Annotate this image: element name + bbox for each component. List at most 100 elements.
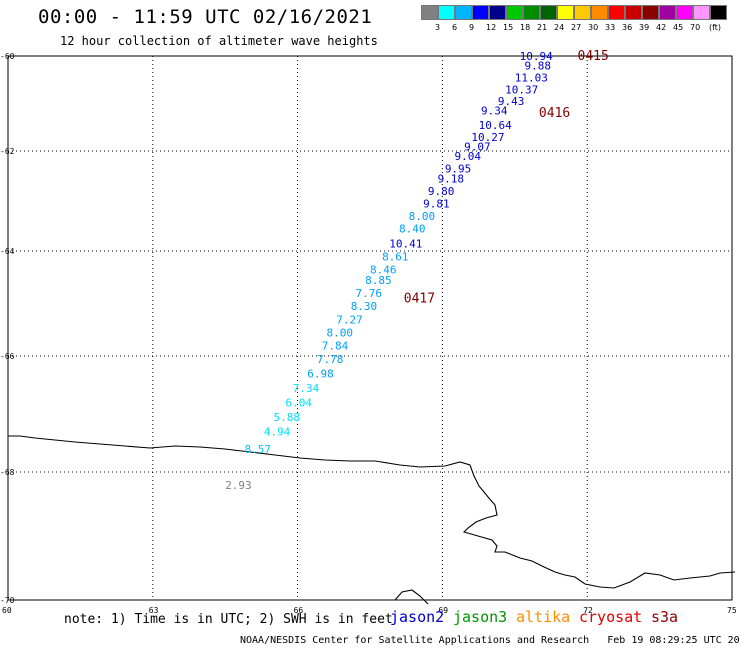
wave-height-value: 10.94 bbox=[520, 50, 553, 63]
wave-height-value: 8.46 bbox=[370, 263, 397, 276]
legend-swatch bbox=[591, 5, 608, 20]
wave-height-value: 8.40 bbox=[399, 223, 426, 236]
lon-label: 66 bbox=[294, 606, 304, 615]
time-labels: 0415 0416 0417 bbox=[404, 49, 609, 306]
wave-height-value: 7.76 bbox=[356, 287, 383, 300]
lon-label: 72 bbox=[583, 606, 593, 615]
legend-swatch bbox=[625, 5, 642, 20]
coastline bbox=[8, 435, 736, 589]
legend-swatch bbox=[608, 5, 625, 20]
legend-swatch bbox=[506, 5, 523, 20]
satellite-label: jason3 bbox=[453, 608, 508, 626]
legend-swatch bbox=[455, 5, 472, 20]
lat-label: -70 bbox=[0, 596, 15, 605]
legend-swatch bbox=[523, 5, 540, 20]
legend-label: 42 bbox=[656, 23, 667, 32]
wave-height-value: 7.84 bbox=[322, 340, 349, 353]
wave-height-value: 9.95 bbox=[445, 163, 472, 176]
legend-swatch bbox=[421, 5, 438, 20]
legend-label: 33 bbox=[605, 23, 616, 32]
wave-height-value: 10.27 bbox=[471, 131, 504, 144]
wave-height-value: 10.37 bbox=[505, 83, 538, 96]
wave-height-value: 9.43 bbox=[498, 95, 525, 108]
lat-label: -66 bbox=[0, 352, 15, 361]
wave-height-value: 6.04 bbox=[286, 396, 313, 409]
legend-label: 21 bbox=[537, 23, 548, 32]
legend-label: 39 bbox=[639, 23, 650, 32]
legend-label: 9 bbox=[469, 23, 475, 32]
legend-swatch bbox=[489, 5, 506, 20]
satellite-label: jason2 bbox=[390, 608, 445, 626]
legend-unit: (ft) bbox=[709, 23, 722, 32]
wave-height-value: 8.30 bbox=[351, 300, 378, 313]
wave-height-value: 8.61 bbox=[382, 250, 409, 263]
lat-label: -62 bbox=[0, 147, 15, 156]
wave-height-value: 9.04 bbox=[454, 150, 481, 163]
legend-swatch bbox=[438, 5, 455, 20]
wave-height-value: 9.07 bbox=[464, 140, 491, 153]
lon-label: 75 bbox=[727, 606, 737, 615]
map-frame bbox=[7, 55, 733, 601]
legend-label: 45 bbox=[673, 23, 684, 32]
wave-height-value: 5.88 bbox=[273, 411, 300, 424]
lat-label: -64 bbox=[0, 247, 15, 256]
legend-label: 15 bbox=[503, 23, 514, 32]
legend-swatch bbox=[557, 5, 574, 20]
legend-swatch bbox=[574, 5, 591, 20]
legend-swatch bbox=[676, 5, 693, 20]
wave-height-value: 10.64 bbox=[479, 119, 512, 132]
legend-swatch bbox=[693, 5, 710, 20]
legend-label: 27 bbox=[571, 23, 582, 32]
legend-label: 36 bbox=[622, 23, 633, 32]
satellite-label: s3a bbox=[651, 608, 679, 626]
map-grid bbox=[7, 55, 733, 601]
credit-text: NOAA/NESDIS Center for Satellite Applica… bbox=[240, 635, 740, 646]
legend-swatch bbox=[710, 5, 727, 20]
wave-height-value: 8.00 bbox=[327, 326, 354, 339]
wave-height-value: 9.34 bbox=[481, 105, 508, 118]
wave-height-value: 9.81 bbox=[423, 198, 450, 211]
map-subtitle: 12 hour collection of altimeter wave hei… bbox=[60, 34, 378, 48]
satellite-label: cryosat bbox=[579, 608, 643, 626]
lat-label: -68 bbox=[0, 468, 15, 477]
lon-label: 69 bbox=[438, 606, 448, 615]
legend-label: 6 bbox=[452, 23, 458, 32]
legend-label: 24 bbox=[554, 23, 565, 32]
wave-height-value: 8.57 bbox=[245, 443, 271, 456]
satellite-label: altika bbox=[516, 608, 571, 626]
wave-height-value: 2.93 bbox=[225, 479, 252, 492]
lon-label: 63 bbox=[149, 606, 159, 615]
wave-height-value: 7.78 bbox=[317, 353, 344, 366]
legend-swatch bbox=[659, 5, 676, 20]
legend-label: 70 bbox=[690, 23, 701, 32]
legend-swatch bbox=[540, 5, 557, 20]
legend-label: 30 bbox=[588, 23, 599, 32]
time-label: 0416 bbox=[539, 106, 570, 121]
legend-swatch bbox=[642, 5, 659, 20]
wave-height-value: 9.18 bbox=[438, 173, 465, 186]
lat-label: -60 bbox=[0, 52, 15, 61]
wave-height-value: 9.88 bbox=[524, 60, 551, 73]
lon-label: 60 bbox=[2, 606, 12, 615]
legend-label: 12 bbox=[486, 23, 497, 32]
wave-height-value: 7.27 bbox=[336, 313, 363, 326]
note-text: note: 1) Time is in UTC; 2) SWH is in fe… bbox=[64, 612, 393, 627]
wave-height-labels: 10.949.8811.0310.379.439.3410.6410.279.0… bbox=[225, 50, 553, 492]
legend-swatch bbox=[472, 5, 489, 20]
legend-label: 3 bbox=[435, 23, 441, 32]
legend-label: 18 bbox=[520, 23, 531, 32]
wave-height-value: 7.34 bbox=[293, 382, 320, 395]
color-legend: 3 6 9 12 15 18 21 24 27 30 33 36 39 42 45 70 (ft) bbox=[421, 5, 731, 35]
wave-height-value: 4.94 bbox=[264, 425, 291, 438]
wave-height-value: 6.98 bbox=[307, 367, 334, 380]
map-title: 00:00 - 11:59 UTC 02/16/2021 bbox=[38, 6, 373, 28]
wave-height-value: 10.41 bbox=[389, 238, 422, 251]
time-label: 0417 bbox=[404, 291, 435, 306]
wave-height-value: 8.00 bbox=[409, 210, 436, 223]
wave-height-value: 11.03 bbox=[515, 71, 548, 84]
time-label: 0415 bbox=[578, 49, 609, 64]
wave-height-value: 8.85 bbox=[365, 274, 392, 287]
coastline-bottom bbox=[394, 589, 429, 605]
